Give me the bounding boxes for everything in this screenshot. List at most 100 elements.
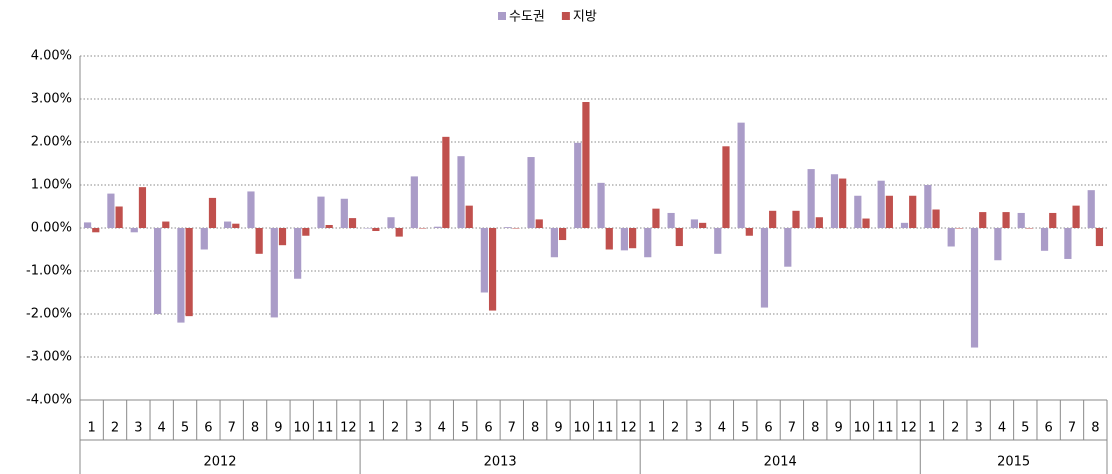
bar — [232, 223, 240, 228]
bar — [955, 228, 963, 229]
bar — [900, 222, 909, 228]
bar — [527, 157, 535, 228]
x-tick-label: 5 — [741, 421, 749, 436]
bar — [597, 182, 605, 228]
x-tick-label: 6 — [484, 421, 492, 436]
bar — [722, 146, 730, 228]
y-tick-label: 1.00% — [31, 178, 72, 193]
bar — [574, 142, 582, 228]
x-tick-label: 4 — [998, 421, 1006, 436]
bar — [130, 228, 138, 233]
x-tick-label: 10 — [293, 421, 310, 436]
y-tick-label: -1.00% — [26, 264, 72, 279]
bar — [387, 217, 395, 228]
x-tick-label: 3 — [694, 421, 702, 436]
year-label: 2015 — [997, 455, 1030, 470]
x-tick-label: 3 — [414, 421, 422, 436]
bar — [644, 228, 652, 258]
x-tick-label: 11 — [317, 421, 334, 436]
bar — [442, 136, 450, 228]
legend-label: 지방 — [573, 10, 597, 25]
x-tick-label: 9 — [274, 421, 282, 436]
x-tick-label: 1 — [88, 421, 96, 436]
bar — [675, 228, 683, 247]
bar — [699, 222, 707, 228]
bar — [620, 228, 629, 251]
y-tick-label: 4.00% — [31, 49, 72, 64]
x-tick-label: 9 — [834, 421, 842, 436]
x-tick-label: 7 — [508, 421, 516, 436]
bar — [558, 228, 567, 241]
legend-label: 수도권 — [509, 10, 545, 25]
bar — [115, 206, 123, 228]
legend-swatch — [498, 12, 506, 20]
bar — [1025, 228, 1034, 229]
x-tick-label: 2 — [111, 421, 119, 436]
x-tick-label: 12 — [620, 421, 637, 436]
bar — [1049, 212, 1057, 228]
bar — [434, 226, 442, 228]
bar — [1017, 212, 1025, 228]
bar — [667, 212, 675, 228]
bar — [488, 228, 497, 311]
bar — [830, 174, 839, 228]
bar — [294, 228, 302, 279]
year-label: 2013 — [484, 455, 517, 470]
bar — [465, 205, 473, 228]
bar — [325, 224, 333, 228]
x-tick-label: 7 — [1068, 421, 1076, 436]
year-label: 2012 — [203, 455, 236, 470]
bar — [745, 228, 753, 236]
y-tick-label: -4.00% — [26, 393, 72, 408]
bar — [970, 228, 979, 348]
bar — [862, 218, 870, 228]
x-tick-label: 4 — [438, 421, 446, 436]
x-tick-label: 12 — [340, 421, 357, 436]
bar — [278, 228, 287, 246]
x-tick-label: 5 — [1021, 421, 1029, 436]
bar — [480, 228, 488, 293]
bar — [877, 180, 885, 228]
bar — [1072, 205, 1080, 228]
bar — [550, 228, 558, 258]
bar — [1040, 228, 1049, 251]
year-label: 2014 — [764, 455, 797, 470]
x-tick-label: 1 — [368, 421, 376, 436]
x-tick-label: 7 — [228, 421, 236, 436]
bar — [247, 191, 255, 228]
y-tick-label: 2.00% — [31, 135, 72, 150]
bar — [760, 228, 769, 308]
x-tick-label: 5 — [461, 421, 469, 436]
x-tick-label: 6 — [1045, 421, 1053, 436]
bar — [605, 228, 613, 250]
x-tick-label: 8 — [251, 421, 259, 436]
bar — [410, 176, 418, 228]
bar — [302, 228, 310, 236]
x-tick-label: 8 — [1091, 421, 1099, 436]
x-tick-label: 11 — [877, 421, 894, 436]
bar — [512, 228, 520, 229]
legend-swatch — [561, 12, 570, 20]
x-tick-label: 8 — [811, 421, 819, 436]
bar — [153, 228, 162, 314]
y-tick-label: -3.00% — [26, 350, 72, 365]
bar — [418, 228, 427, 229]
bar — [162, 221, 170, 228]
x-tick-label: 8 — [531, 421, 539, 436]
y-tick-label: -2.00% — [26, 307, 72, 322]
bar — [208, 197, 217, 228]
x-tick-label: 7 — [788, 421, 796, 436]
bar — [340, 198, 348, 228]
bar — [629, 228, 637, 249]
bar — [924, 185, 932, 228]
bar — [317, 196, 325, 228]
bar — [395, 228, 403, 237]
y-tick-label: 3.00% — [31, 92, 72, 107]
bar — [200, 228, 208, 250]
bar — [364, 228, 372, 229]
bar — [185, 228, 193, 317]
bar — [714, 228, 722, 254]
x-tick-label: 3 — [134, 421, 142, 436]
bar — [769, 210, 777, 228]
